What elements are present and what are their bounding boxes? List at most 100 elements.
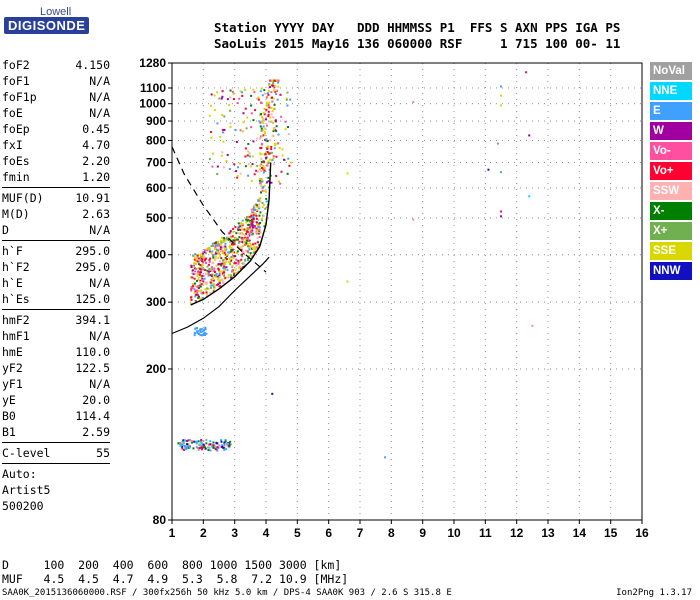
y-grid-dot	[484, 254, 485, 256]
y-grid-dot	[520, 187, 521, 189]
x-grid-dot	[422, 399, 424, 400]
echo-point	[235, 170, 238, 173]
y-grid-dot	[454, 254, 455, 256]
y-grid-dot	[292, 254, 293, 256]
x-grid-dot	[516, 417, 518, 418]
echo-point	[197, 263, 200, 266]
x-grid-dot	[265, 411, 267, 412]
x-grid-dot	[328, 345, 330, 346]
echo-point	[237, 262, 240, 265]
x-grid-dot	[578, 81, 580, 82]
x-grid-dot	[516, 87, 518, 88]
echo-point	[228, 167, 231, 170]
echo-point	[210, 93, 213, 96]
y-grid-dot	[436, 368, 437, 370]
echo-point	[210, 266, 213, 269]
x-grid-dot	[484, 501, 486, 502]
echo-point	[220, 241, 223, 244]
x-grid-dot	[234, 501, 236, 502]
y-grid-dot	[202, 161, 203, 163]
y-grid-dot	[208, 161, 209, 163]
x-grid-dot	[328, 351, 330, 352]
echo-point	[240, 225, 243, 228]
param-row: foF1p N/A	[2, 89, 110, 105]
y-grid-dot	[244, 103, 245, 105]
echo-point	[240, 248, 243, 251]
param-value: 20.0	[82, 393, 110, 407]
echo-point	[264, 207, 267, 210]
x-grid-dot	[610, 183, 612, 184]
x-grid-dot	[453, 489, 455, 490]
echo-point	[221, 236, 224, 239]
x-grid-dot	[453, 141, 455, 142]
echo-point	[283, 158, 286, 161]
y-grid-dot	[598, 87, 599, 89]
x-grid-dot	[453, 435, 455, 436]
echo-point	[275, 174, 278, 177]
x-grid-dot	[359, 369, 361, 370]
y-grid-dot	[598, 368, 599, 370]
echo-point	[236, 101, 239, 104]
y-grid-dot	[256, 120, 257, 122]
x-grid-dot	[578, 297, 580, 298]
es-echo-point	[187, 439, 190, 442]
y-grid-dot	[280, 139, 281, 141]
y-grid-dot	[460, 187, 461, 189]
y-grid-dot	[580, 301, 581, 303]
x-grid-dot	[390, 87, 392, 88]
y-grid-dot	[274, 217, 275, 219]
x-grid-dot	[578, 159, 580, 160]
echo-point	[219, 260, 222, 263]
echo-point	[260, 129, 263, 132]
y-grid-dot	[400, 187, 401, 189]
y-grid-dot	[580, 217, 581, 219]
y-tick-label: 400	[146, 248, 166, 262]
y-grid-dot	[598, 139, 599, 141]
echo-point	[195, 267, 198, 270]
x-grid-dot	[516, 489, 518, 490]
y-grid-dot	[412, 161, 413, 163]
x-grid-dot	[516, 321, 518, 322]
echo-point	[246, 243, 249, 246]
y-grid-dot	[502, 161, 503, 163]
echo-point	[198, 267, 201, 270]
x-grid-dot	[390, 495, 392, 496]
y-grid-dot	[226, 161, 227, 163]
y-grid-dot	[280, 254, 281, 256]
echo-point	[273, 89, 276, 92]
y-grid-dot	[244, 161, 245, 163]
x-grid-dot	[328, 99, 330, 100]
echo-point	[210, 252, 213, 255]
legend-item: X+	[650, 222, 692, 240]
y-grid-dot	[274, 301, 275, 303]
y-grid-dot	[592, 161, 593, 163]
x-grid-dot	[578, 69, 580, 70]
echo-point	[227, 273, 230, 276]
echo-point	[198, 273, 201, 276]
x-grid-dot	[202, 201, 204, 202]
echo-point	[256, 137, 259, 140]
y-grid-dot	[316, 103, 317, 105]
x-grid-dot	[547, 369, 549, 370]
x-grid-dot	[484, 81, 486, 82]
x-grid-dot	[422, 321, 424, 322]
y-grid-dot	[202, 187, 203, 189]
y-grid-dot	[370, 120, 371, 122]
y-grid-dot	[448, 217, 449, 219]
x-grid-dot	[547, 435, 549, 436]
x-grid-dot	[516, 405, 518, 406]
x-grid-dot	[516, 393, 518, 394]
echo-point	[222, 269, 225, 272]
echo-point	[264, 132, 267, 135]
echo-point	[271, 134, 274, 137]
x-grid-dot	[453, 375, 455, 376]
y-grid-dot	[532, 139, 533, 141]
echo-point	[211, 242, 214, 245]
y-grid-dot	[514, 368, 515, 370]
x-grid-dot	[390, 105, 392, 106]
echo-point	[204, 272, 207, 275]
x-grid-dot	[610, 225, 612, 226]
y-grid-dot	[628, 254, 629, 256]
x-grid-dot	[265, 141, 267, 142]
echo-point	[247, 234, 250, 237]
